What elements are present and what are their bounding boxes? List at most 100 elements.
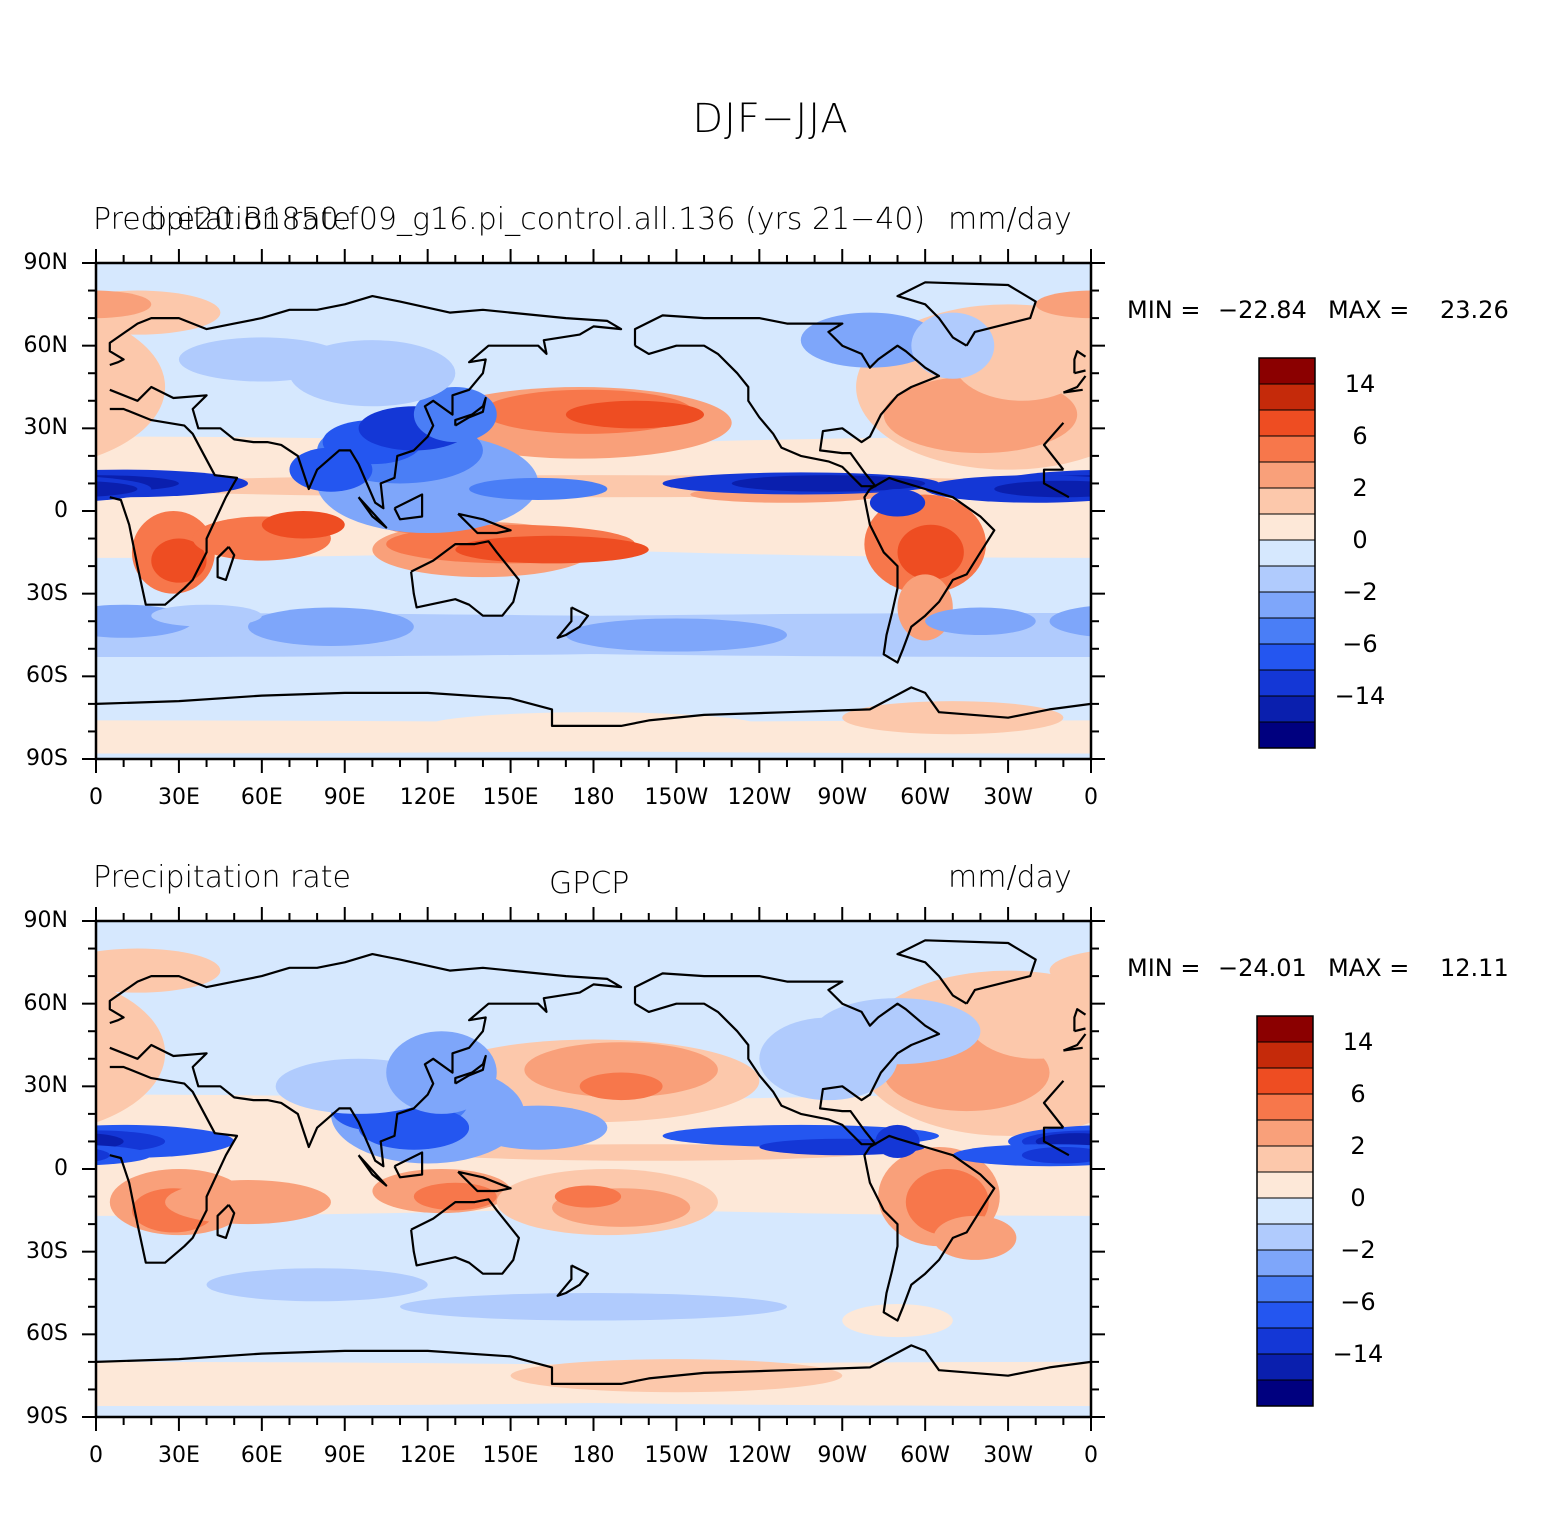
- colorbar-swatch: [1258, 591, 1316, 619]
- precip-contour: [96, 992, 110, 1043]
- precip-contour: [289, 447, 373, 492]
- lon-label: 0: [89, 1443, 103, 1468]
- panel-2-left-label: Precipitation rate: [93, 860, 351, 895]
- precip-contour: [0, 475, 96, 497]
- colorbar-swatch: [1258, 461, 1316, 489]
- precip-contour: [1049, 951, 1091, 990]
- precip-contour: [994, 480, 1091, 498]
- panel-1-min-label: MIN =: [1127, 296, 1201, 324]
- precip-contour: [151, 538, 207, 583]
- precip-contour: [96, 1145, 152, 1166]
- lat-label: 0: [54, 1156, 68, 1181]
- colorbar-swatch: [1256, 1301, 1314, 1329]
- precip-contour: [565, 618, 787, 652]
- lon-label: 60E: [240, 1443, 283, 1468]
- coastline: [454, 1054, 487, 1085]
- lon-label: 180: [572, 785, 615, 810]
- coastline: [216, 546, 236, 581]
- panel-1-precip-field: [0, 263, 1091, 759]
- lat-label: 60N: [23, 332, 68, 358]
- panel-1-left-label: Precipitation rate: [93, 202, 351, 237]
- panel-1-center-label: b.e20.B1850.f09_g16.pi_control.all.136 (…: [148, 202, 926, 237]
- precip-contour: [96, 481, 138, 497]
- panel-1-right-label: mm/day: [948, 202, 1072, 237]
- precip-contour: [96, 1133, 124, 1150]
- lon-label: 150W: [644, 785, 709, 810]
- lon-label: 30E: [157, 785, 200, 810]
- colorbar-swatch: [1258, 383, 1316, 411]
- lat-label: 0: [54, 498, 68, 523]
- precip-contour: [96, 290, 152, 319]
- colorbar-swatch: [1258, 643, 1316, 671]
- lon-label: 150W: [644, 1443, 709, 1468]
- lon-label: 30W: [983, 1443, 1033, 1468]
- panel-2-map: [0, 907, 1105, 1431]
- precip-contour: [248, 607, 414, 647]
- colorbar-swatch: [1258, 565, 1316, 593]
- lat-label: 60N: [23, 990, 68, 1016]
- precip-contour: [911, 312, 995, 379]
- coastline: [1073, 1008, 1087, 1033]
- colorbar-swatch: [1256, 1041, 1314, 1069]
- coastline: [96, 686, 1091, 727]
- coastline: [109, 407, 1070, 606]
- figure-title: DJF−JJA: [692, 96, 849, 142]
- precip-contour: [842, 701, 1064, 735]
- lon-label: 120E: [399, 1443, 456, 1468]
- precip-contour: [96, 1149, 110, 1162]
- coastline: [863, 1134, 996, 1322]
- precip-contour: [1021, 1146, 1091, 1164]
- panel-1-ticks: [82, 249, 1105, 773]
- panel-2-right-label: mm/day: [948, 860, 1072, 895]
- colorbar-swatch: [1256, 1119, 1314, 1147]
- colorbar-swatch: [1258, 487, 1316, 515]
- colorbar-label: −6: [1342, 630, 1378, 658]
- coastline: [633, 314, 941, 488]
- coastline: [109, 1065, 1070, 1264]
- precip-contour: [0, 613, 96, 657]
- precip-contour: [1035, 290, 1091, 319]
- colorbar-swatch: [1256, 1145, 1314, 1173]
- colorbar-label: 6: [1352, 422, 1368, 450]
- colorbar-swatch: [1256, 1171, 1314, 1199]
- panel-2-min-label: MIN =: [1127, 954, 1201, 982]
- colorbar-label: −2: [1342, 578, 1378, 606]
- lon-label: 60E: [240, 785, 283, 810]
- lon-label: 0: [89, 785, 103, 810]
- precip-contour: [261, 511, 345, 539]
- precip-contour: [869, 488, 926, 517]
- coastline: [896, 939, 1037, 1005]
- precip-contour: [554, 1185, 622, 1208]
- lon-label: 120W: [727, 785, 792, 810]
- colorbar-swatch: [1258, 617, 1316, 645]
- lat-label: 30S: [26, 580, 68, 606]
- lat-label: 30N: [23, 1073, 68, 1099]
- coastline: [393, 493, 424, 521]
- colorbar-label: −14: [1334, 682, 1386, 710]
- precip-contour: [0, 1095, 96, 1216]
- lat-label: 90N: [23, 908, 68, 933]
- panel-2-precip-field: [0, 921, 1091, 1417]
- colorbar-label: −6: [1340, 1288, 1376, 1316]
- colorbar-swatch: [1258, 513, 1316, 541]
- precip-contour: [875, 1124, 920, 1158]
- colorbar-swatch: [1258, 435, 1316, 463]
- lon-label: 60W: [900, 1443, 951, 1468]
- coastline: [457, 512, 512, 535]
- colorbar-swatch: [1256, 1353, 1314, 1381]
- precip-contour: [0, 318, 96, 401]
- lon-label: 120W: [727, 1443, 792, 1468]
- precip-contour: [933, 1215, 1017, 1260]
- colorbar-swatch: [1258, 721, 1316, 749]
- colorbar-swatch: [1256, 1275, 1314, 1303]
- precip-contour: [565, 400, 705, 429]
- lat-label: 90N: [23, 250, 68, 275]
- precip-contour: [0, 437, 96, 558]
- coastline: [108, 295, 1087, 510]
- precip-contour: [800, 312, 939, 368]
- coastline: [454, 396, 487, 427]
- lat-label: 60S: [26, 1321, 68, 1347]
- precip-contour: [1049, 606, 1091, 637]
- panel-1-colorbar: [1258, 357, 1316, 749]
- colorbar-label: 6: [1350, 1080, 1366, 1108]
